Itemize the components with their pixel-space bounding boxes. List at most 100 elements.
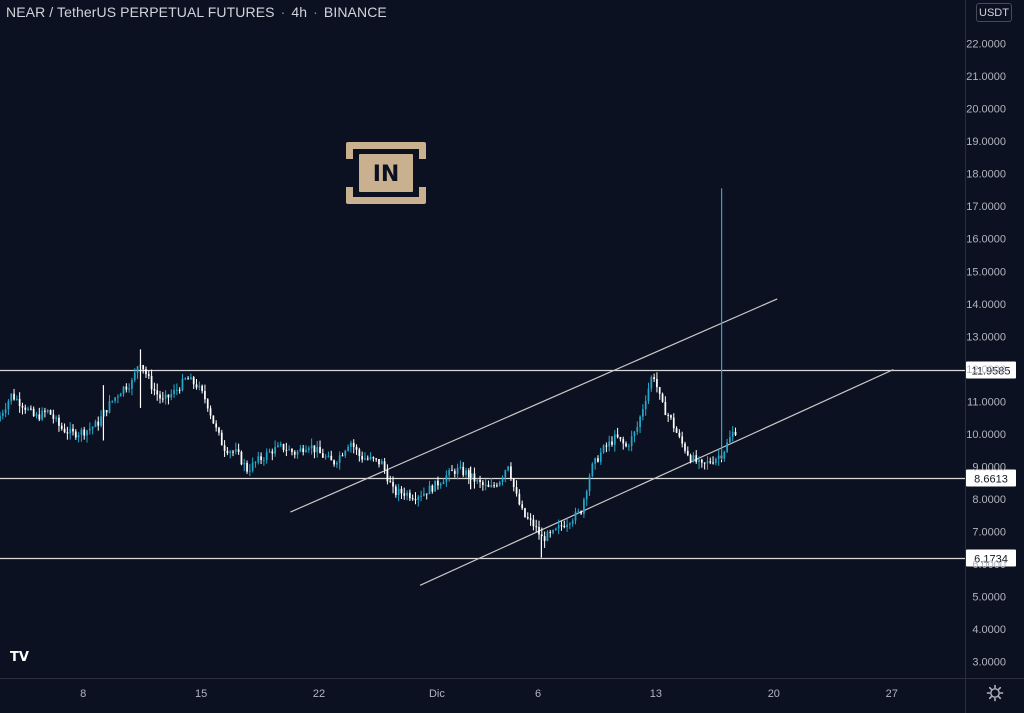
candle-body	[392, 482, 394, 487]
candle-body	[507, 466, 510, 471]
candle-body	[734, 431, 737, 436]
candle-body	[571, 520, 574, 524]
candle-body	[501, 477, 504, 482]
candle-body	[695, 455, 698, 462]
candle-body	[55, 417, 58, 419]
candle-body	[358, 449, 361, 456]
candle-body	[549, 531, 552, 533]
x-tick-label: 13	[650, 688, 662, 700]
candle-body	[218, 427, 220, 433]
candle-body	[535, 526, 538, 528]
gear-icon[interactable]	[986, 684, 1004, 702]
candle-body	[38, 414, 41, 420]
candle-body	[192, 377, 195, 385]
candle-body	[1, 412, 4, 416]
candle-body	[467, 470, 470, 478]
currency-button[interactable]: USDT	[976, 3, 1012, 22]
candle-body	[658, 387, 661, 394]
candle-body	[277, 445, 279, 448]
exchange-label: BINANCE	[323, 4, 387, 20]
candle-body	[524, 508, 526, 517]
candle-body	[563, 525, 566, 528]
candle-body	[515, 487, 518, 494]
candle-body	[644, 400, 647, 410]
candle-body	[378, 459, 380, 465]
candle-body	[526, 516, 529, 519]
candle-body	[664, 401, 667, 416]
x-tick-label: 8	[80, 688, 86, 700]
candle-body	[588, 476, 591, 492]
candle-body	[557, 525, 560, 529]
candle-body	[299, 448, 302, 452]
candle-body	[46, 410, 49, 412]
candle-body	[425, 493, 428, 495]
candle-body	[414, 499, 417, 501]
candle-body	[703, 462, 706, 464]
candle-body	[49, 410, 52, 415]
candle-body	[445, 475, 448, 482]
candle-body	[372, 457, 375, 459]
candle-body	[723, 451, 726, 459]
symbol-title[interactable]: NEAR / TetherUS PERPETUAL FUTURES	[6, 4, 275, 20]
candle-body	[574, 511, 577, 521]
candle-body	[305, 449, 307, 453]
candle-body	[13, 393, 15, 400]
candle-body	[114, 397, 116, 401]
candle-body	[647, 388, 650, 401]
candle-body	[336, 462, 338, 465]
candle-body	[69, 428, 72, 434]
candle-body	[611, 441, 613, 445]
candle-body	[223, 445, 226, 451]
candle-body	[319, 447, 321, 454]
candle-body	[512, 478, 515, 488]
candle-body	[72, 428, 74, 432]
candle-body	[678, 432, 681, 437]
candle-body	[288, 449, 291, 451]
candle-body	[313, 445, 316, 453]
candle-body	[510, 466, 512, 479]
candle-body	[246, 463, 248, 472]
candle-body	[184, 378, 187, 380]
candle-body	[307, 448, 310, 450]
candle-body	[538, 526, 540, 535]
candle-body	[597, 458, 599, 462]
y-tick-label: 12.0000	[966, 364, 1006, 376]
candle-body	[175, 389, 178, 391]
candle-body	[397, 488, 400, 496]
candle-body	[442, 481, 445, 485]
candle-body	[321, 453, 324, 458]
candle-body	[459, 466, 462, 468]
level-label: 6.1734	[974, 554, 1008, 566]
candle-body	[369, 457, 372, 459]
candle-body	[181, 378, 184, 391]
candle-body	[476, 479, 479, 482]
candle-body	[706, 461, 709, 464]
candle-body	[439, 484, 442, 486]
candle-body	[355, 446, 358, 450]
candle-body	[580, 511, 582, 514]
candle-body	[712, 462, 714, 464]
candle-body	[187, 378, 189, 380]
candle-body	[661, 393, 664, 402]
tradingview-logo-icon[interactable]: 𝗧𝗩	[10, 650, 29, 665]
y-tick-label: 15.0000	[966, 266, 1006, 278]
candle-body	[653, 377, 655, 380]
candle-body	[190, 377, 192, 380]
candle-body	[10, 393, 13, 402]
candle-body	[619, 437, 622, 440]
candle-body	[145, 369, 147, 375]
candle-body	[403, 493, 406, 496]
candle-body	[717, 455, 720, 459]
candle-body	[125, 386, 128, 390]
x-tick-label: 22	[313, 688, 325, 700]
candle-body	[560, 525, 563, 527]
candle-body	[616, 434, 619, 438]
interval-label[interactable]: 4h	[291, 4, 308, 20]
candle-body	[481, 482, 484, 485]
y-tick-label: 22.0000	[966, 39, 1006, 51]
candle-body	[700, 459, 703, 463]
candle-body	[260, 456, 262, 460]
candle-body	[729, 437, 731, 443]
